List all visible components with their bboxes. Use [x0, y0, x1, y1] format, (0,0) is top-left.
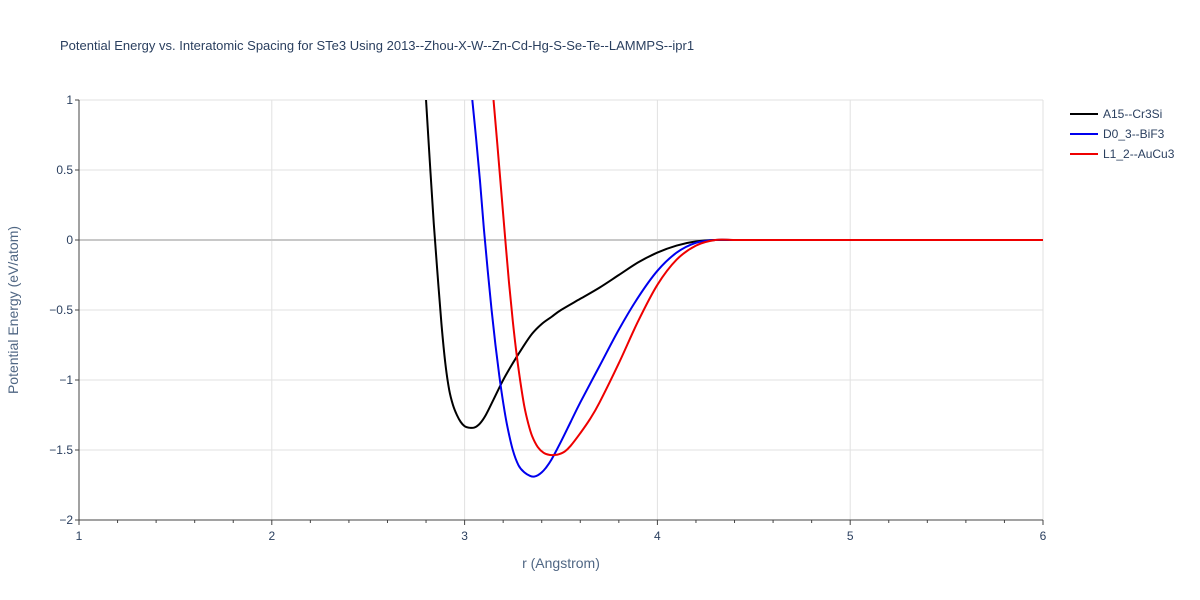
x-tick-label: 5 — [847, 529, 854, 543]
legend-label: D0_3--BiF3 — [1103, 127, 1165, 141]
legend-label: A15--Cr3Si — [1103, 107, 1162, 121]
x-tick-label: 4 — [654, 529, 661, 543]
x-tick-label: 2 — [268, 529, 275, 543]
y-tick-label: −0.5 — [49, 303, 73, 317]
y-axis-title: Potential Energy (eV/atom) — [5, 226, 21, 394]
x-tick-label: 1 — [76, 529, 83, 543]
x-axis-title: r (Angstrom) — [522, 555, 600, 571]
legend: A15--Cr3Si D0_3--BiF3 L1_2--AuCu3 — [1070, 107, 1175, 161]
series-layer — [425, 100, 1043, 478]
y-tick-label: 0 — [66, 233, 73, 247]
chart-title: Potential Energy vs. Interatomic Spacing… — [60, 38, 694, 53]
y-tick-label: −1.5 — [49, 443, 73, 457]
series-line-1 — [425, 100, 1043, 429]
axis-layer: 1 2 3 4 5 6 −2 −1.5 −1 −0.5 0 0.5 1 — [49, 93, 1046, 543]
y-tick-label: 0.5 — [56, 163, 73, 177]
legend-label: L1_2--AuCu3 — [1103, 147, 1175, 161]
y-tick-label: −2 — [59, 513, 73, 527]
x-tick-label: 3 — [461, 529, 468, 543]
series-line-3 — [492, 100, 1043, 457]
y-tick-label: 1 — [66, 93, 73, 107]
y-tick-label: −1 — [59, 373, 73, 387]
x-tick-label: 6 — [1040, 529, 1047, 543]
series-line-2 — [471, 100, 1043, 478]
